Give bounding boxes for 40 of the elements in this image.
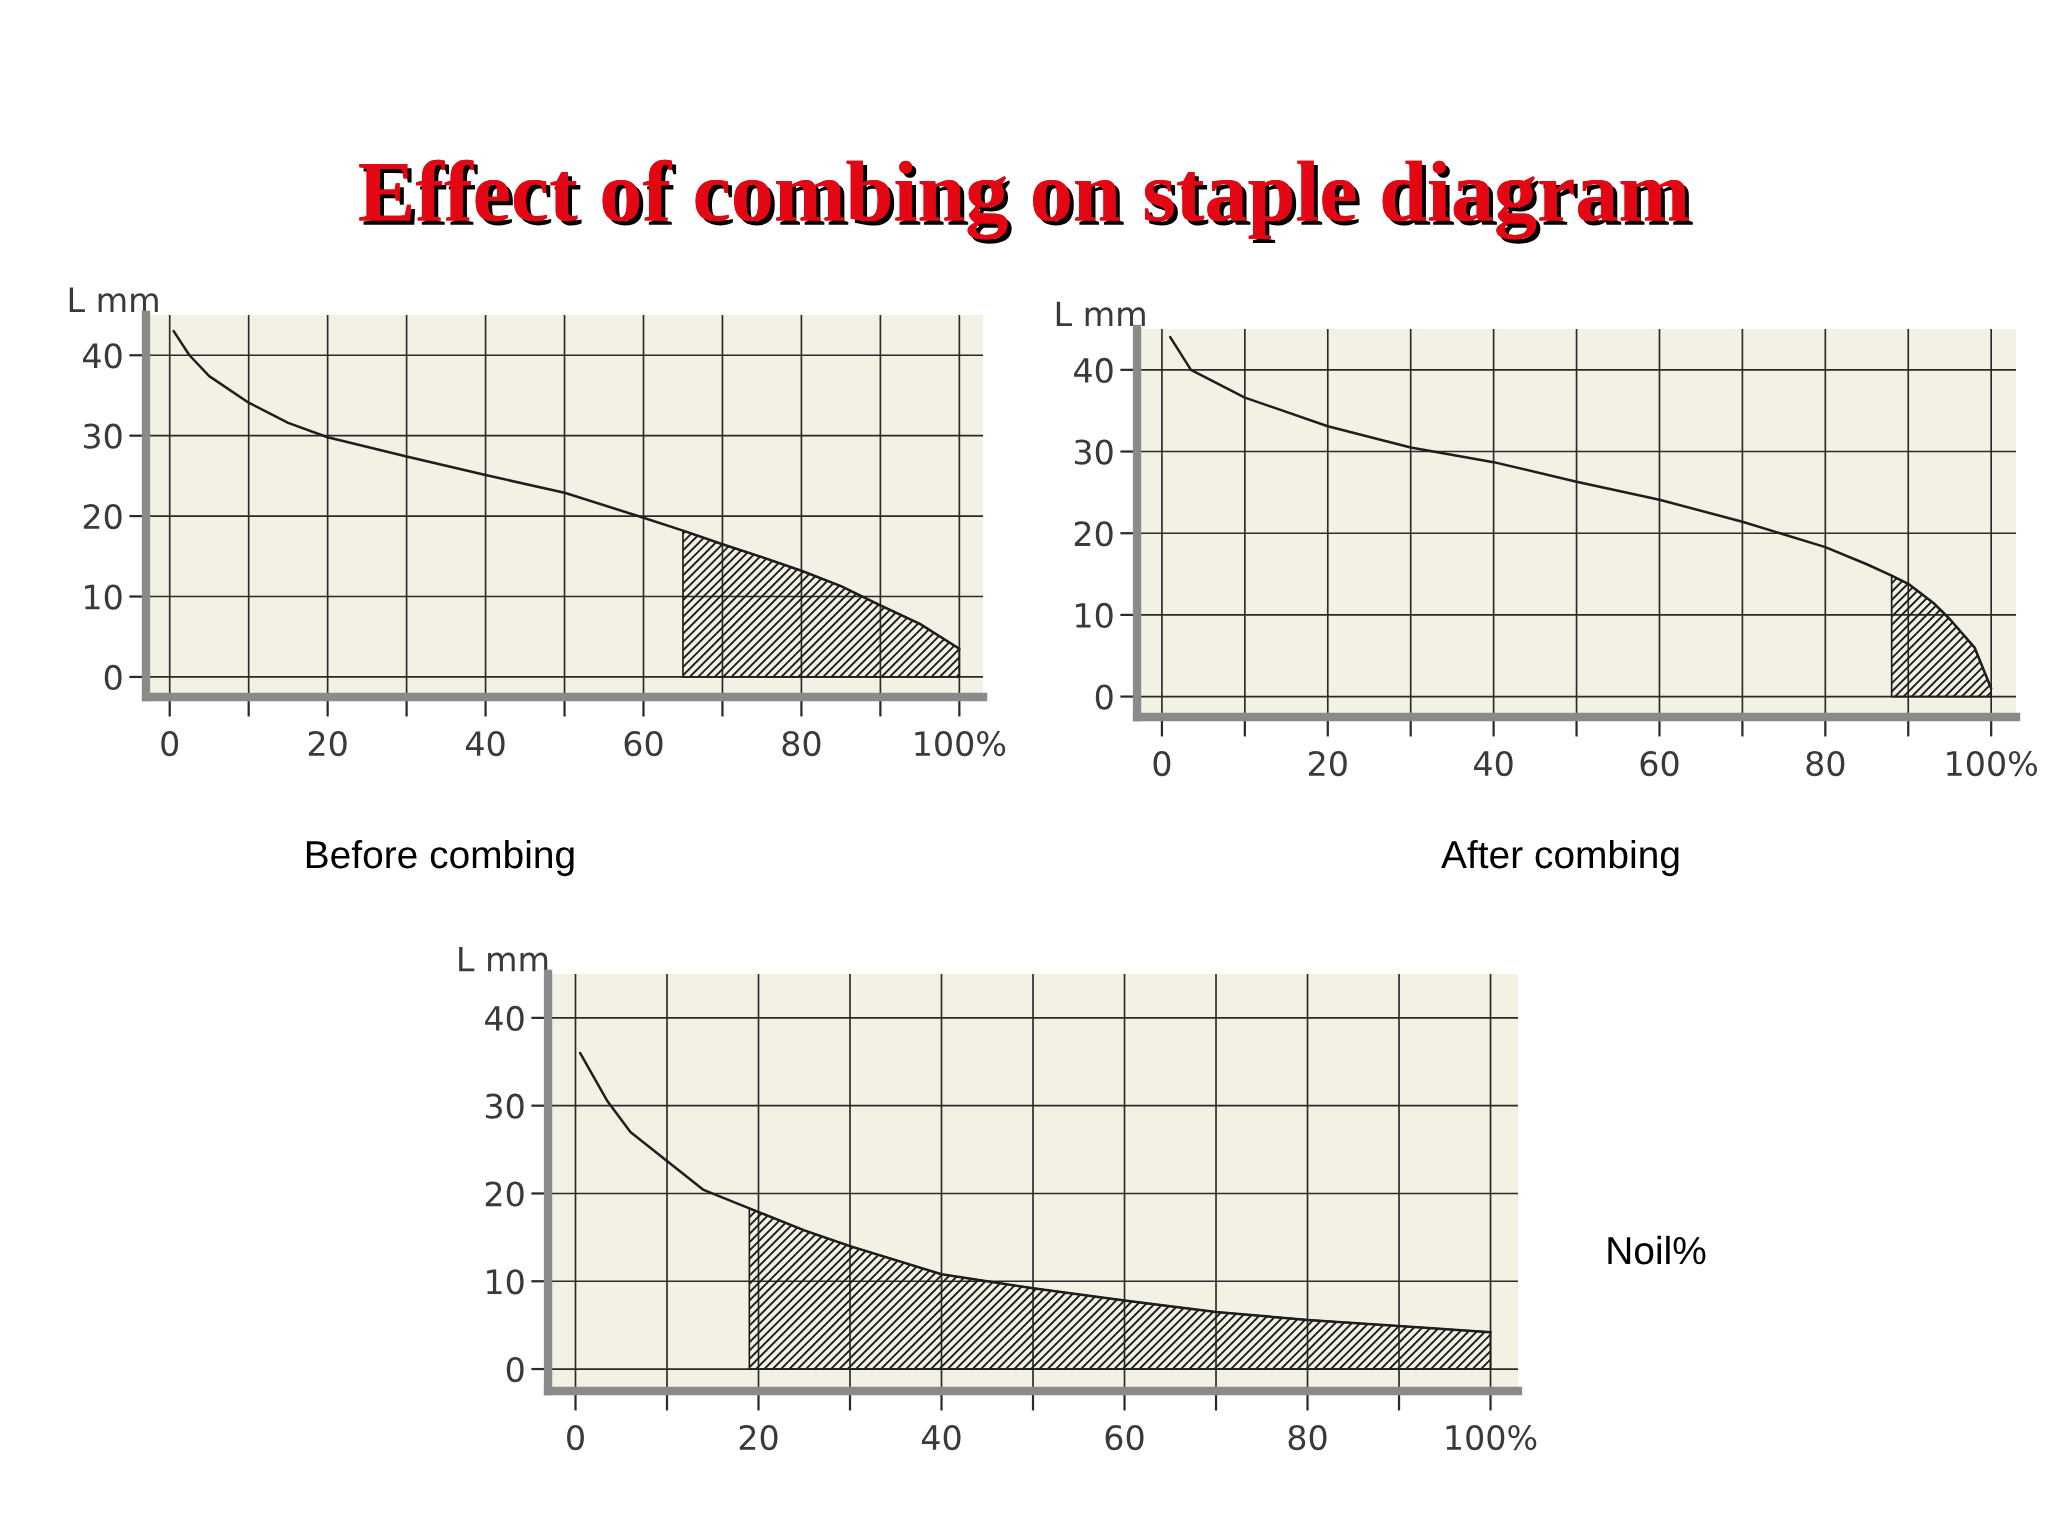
y-tick-label: 30 xyxy=(485,1093,524,1119)
text: Noil% xyxy=(1608,1235,1706,1265)
y-axis-title: L mm xyxy=(1056,301,1145,326)
y-axis-title: L mm xyxy=(69,287,158,312)
x-tick-label: 20 xyxy=(1309,750,1347,777)
x-tick-label: 0 xyxy=(567,1424,584,1451)
chart-title: Effect of combing on staple diagram xyxy=(359,159,1693,244)
x-tick-label: 0 xyxy=(161,730,179,757)
x-tick-label: 40 xyxy=(1474,750,1513,777)
y-tick-label: 30 xyxy=(1074,439,1113,465)
x-tick-label: 60 xyxy=(1105,1424,1144,1451)
x-tick-label: 100% xyxy=(1446,1424,1537,1451)
text: Before combing xyxy=(306,839,574,877)
y-tick-label: 30 xyxy=(83,423,122,449)
y-tick-label: 10 xyxy=(1076,602,1113,629)
y-tick-label: 0 xyxy=(1095,684,1113,710)
x-tick-label: 100% xyxy=(1947,750,2037,777)
y-tick-label: 0 xyxy=(506,1356,524,1383)
x-tick-label: 60 xyxy=(624,730,663,757)
y-axis-title: L mm xyxy=(459,946,548,972)
y-tick-label: 40 xyxy=(1074,357,1113,383)
y-tick-label: 20 xyxy=(1074,521,1113,547)
y-tick-label: 40 xyxy=(485,1005,524,1032)
y-tick-label: 40 xyxy=(83,343,122,369)
x-tick-label: 80 xyxy=(782,730,821,757)
x-tick-label: 20 xyxy=(308,730,347,757)
y-tick-label: 10 xyxy=(487,1269,524,1295)
y-tick-label: 10 xyxy=(85,584,122,610)
x-tick-label: 0 xyxy=(1153,750,1171,777)
x-tick-label: 40 xyxy=(465,730,505,757)
x-tick-label: 80 xyxy=(1806,750,1845,777)
x-tick-label: 100% xyxy=(915,730,1006,757)
x-tick-label: 60 xyxy=(1640,750,1679,777)
y-tick-label: 0 xyxy=(104,664,122,691)
text: After combing xyxy=(1441,839,1679,877)
x-tick-label: 20 xyxy=(739,1424,778,1451)
x-tick-label: 40 xyxy=(921,1424,961,1451)
x-tick-label: 80 xyxy=(1288,1424,1327,1451)
y-tick-label: 20 xyxy=(485,1181,524,1207)
y-tick-label: 20 xyxy=(83,504,122,530)
